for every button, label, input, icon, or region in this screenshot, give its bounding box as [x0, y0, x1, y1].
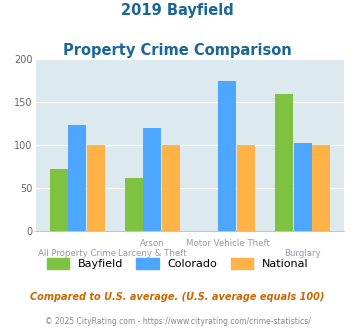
Text: All Property Crime: All Property Crime	[38, 249, 116, 258]
Bar	[50, 169, 67, 231]
Bar	[143, 128, 162, 231]
Bar	[275, 94, 293, 231]
Text: 2019 Bayfield: 2019 Bayfield	[121, 3, 234, 18]
Bar	[125, 178, 143, 231]
Legend: Bayfield, Colorado, National: Bayfield, Colorado, National	[47, 258, 308, 269]
Bar	[162, 145, 180, 231]
Bar	[218, 81, 236, 231]
Bar	[237, 145, 255, 231]
Text: © 2025 CityRating.com - https://www.cityrating.com/crime-statistics/: © 2025 CityRating.com - https://www.city…	[45, 317, 310, 326]
Bar	[312, 145, 330, 231]
Text: Larceny & Theft: Larceny & Theft	[118, 249, 187, 258]
Bar	[294, 143, 312, 231]
Text: Compared to U.S. average. (U.S. average equals 100): Compared to U.S. average. (U.S. average …	[30, 292, 325, 302]
Text: Property Crime Comparison: Property Crime Comparison	[63, 43, 292, 58]
Text: Motor Vehicle Theft: Motor Vehicle Theft	[186, 239, 269, 248]
Bar	[68, 125, 86, 231]
Bar	[87, 145, 105, 231]
Text: Arson: Arson	[140, 239, 165, 248]
Text: Burglary: Burglary	[284, 249, 321, 258]
